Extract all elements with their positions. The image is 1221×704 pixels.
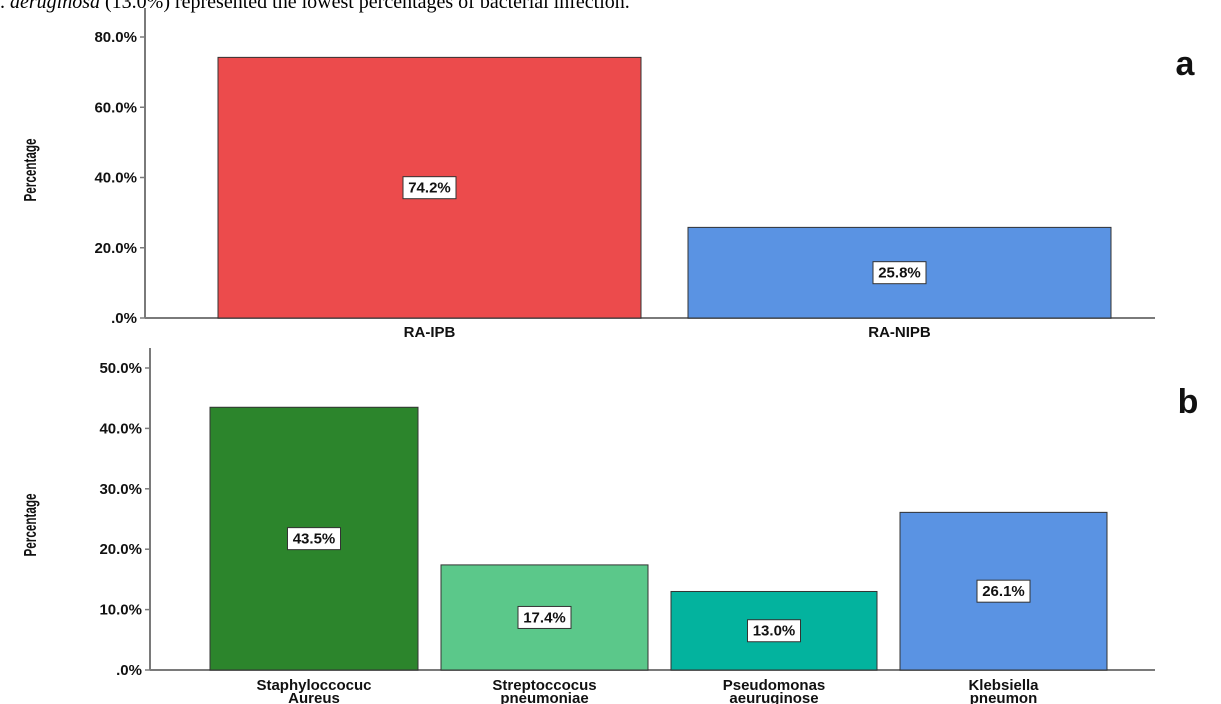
panel-a-data-label-box xyxy=(872,261,927,285)
panel-a-data-label: 74.2% xyxy=(408,180,451,197)
panel-b-data-label: 17.4% xyxy=(523,609,566,626)
panel-b-data-label-box xyxy=(747,619,801,643)
panel-b-y-tick-label: 30.0% xyxy=(99,481,142,498)
panel-b-category-label: Streptoccocus xyxy=(492,677,596,694)
panel-b-data-label-box xyxy=(287,527,341,551)
panel-b-category-label: Klebsiella xyxy=(968,677,1039,694)
panel-b-y-tick-label: 40.0% xyxy=(99,420,142,437)
caption-suffix: (13.0%) represented the lowest percentag… xyxy=(100,0,630,13)
panel-a-y-tick-label: 60.0% xyxy=(94,99,137,116)
panel-a-y-tick-label: 20.0% xyxy=(94,240,137,257)
panel-a-data-label-box xyxy=(402,176,457,200)
panel-b-y-tick-label: .0% xyxy=(116,662,142,679)
caption-text: . aeruginosa (13.0%) represented the low… xyxy=(0,0,1221,13)
panel-b-y-tick-label: 20.0% xyxy=(99,541,142,558)
panel-a-y-axis-title: Percentage xyxy=(22,139,41,202)
panel-b-y-axis-title: Percentage xyxy=(22,494,41,557)
caption-prefix: . xyxy=(0,0,10,13)
panel-b-y-tick-label: 50.0% xyxy=(99,360,142,377)
panel-b-category-label: aeuruginose xyxy=(729,690,818,704)
panel-b-data-label: 13.0% xyxy=(753,623,796,640)
panel-b-data-label: 26.1% xyxy=(982,583,1025,600)
panel-a-category-label: RA-IPB xyxy=(404,324,456,341)
panel-a-category-label: RA-NIPB xyxy=(868,324,931,341)
panel-b-y-tick-label: 10.0% xyxy=(99,602,142,619)
panel-b-data-label-box xyxy=(517,605,572,629)
panel-b-data-label: 43.5% xyxy=(293,531,336,548)
panel-b-category-label: pneumon xyxy=(970,690,1038,704)
panel-b-category-label: Staphyloccocuc xyxy=(256,677,371,694)
panel-b-category-label: Pseudomonas xyxy=(723,677,826,694)
panel-b-category-label: pneumoniae xyxy=(500,690,588,704)
panel-a-y-tick-label: 40.0% xyxy=(94,170,137,187)
panel-b-panel-letter: b xyxy=(1178,383,1199,421)
panel-a-data-label: 25.8% xyxy=(878,265,921,282)
caption-italic: aeruginosa xyxy=(10,0,100,13)
panel-b-category-label: Aureus xyxy=(288,690,340,704)
panel-b-data-label-box xyxy=(976,579,1031,603)
panel-a-panel-letter: a xyxy=(1176,45,1196,83)
panel-a-y-tick-label: .0% xyxy=(111,310,137,327)
panel-a-y-tick-label: 80.0% xyxy=(94,29,137,46)
